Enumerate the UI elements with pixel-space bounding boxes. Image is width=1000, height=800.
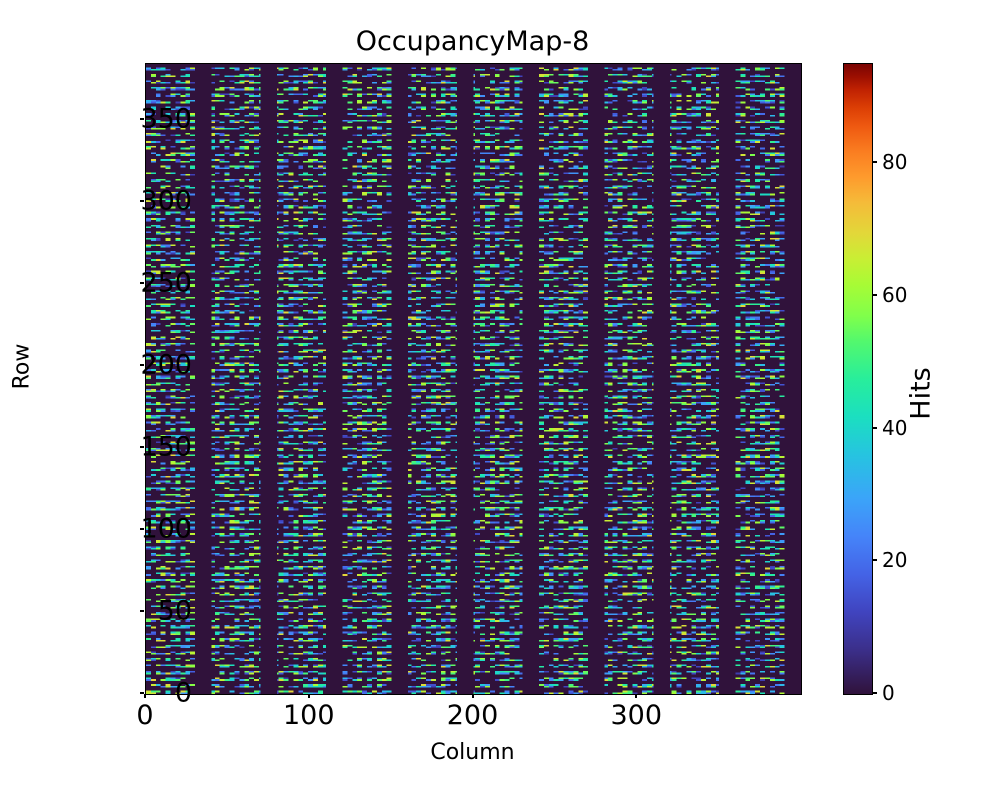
- colorbar: [843, 63, 873, 695]
- colorbar-tick: [872, 294, 877, 297]
- x-axis-tick: [635, 694, 638, 698]
- colorbar-tick: [872, 559, 877, 562]
- y-axis-tick-label: 300: [140, 185, 192, 217]
- x-axis-tick-label: 0: [136, 700, 154, 731]
- x-axis-tick-label: 200: [446, 700, 499, 731]
- page-title: OccupancyMap-8: [355, 26, 590, 57]
- colorbar-title: Hits: [905, 367, 937, 420]
- y-axis-tick: [140, 609, 144, 612]
- y-axis-tick-label: 200: [140, 349, 192, 381]
- colorbar-tick-label: 0: [882, 681, 895, 705]
- colorbar-tick-label: 60: [882, 283, 908, 308]
- x-axis-tick-label: 100: [282, 700, 335, 731]
- x-axis-tick-label: 300: [610, 700, 663, 731]
- y-axis-tick: [140, 363, 144, 366]
- colorbar-tick-label: 80: [882, 150, 908, 175]
- y-axis-tick-label: 150: [140, 431, 192, 463]
- y-axis-tick: [140, 117, 144, 120]
- colorbar-tick-label: 40: [882, 415, 908, 440]
- y-axis-tick-label: 100: [140, 513, 192, 545]
- y-axis-tick: [140, 281, 144, 284]
- y-axis-tick: [140, 692, 144, 694]
- x-axis-tick: [144, 694, 146, 698]
- x-axis-tick: [307, 694, 310, 698]
- colorbar-tick-label: 20: [882, 548, 908, 573]
- y-axis-title: Row: [9, 343, 35, 390]
- heatmap-axes: [145, 63, 802, 695]
- occupancy-heatmap: [146, 64, 801, 694]
- y-axis-tick: [140, 527, 144, 530]
- colorbar-tick: [872, 692, 877, 694]
- colorbar-tick: [872, 426, 877, 429]
- y-axis-tick: [140, 445, 144, 448]
- y-axis-tick-label: 50: [157, 595, 192, 627]
- y-axis-tick-label: 350: [140, 103, 192, 135]
- x-axis-tick: [471, 694, 474, 698]
- y-axis-tick-label: 250: [140, 267, 192, 299]
- x-axis-title: Column: [430, 740, 515, 765]
- y-axis-tick: [140, 199, 144, 202]
- y-axis-tick-label: 0: [174, 677, 192, 709]
- colorbar-tick: [872, 161, 877, 164]
